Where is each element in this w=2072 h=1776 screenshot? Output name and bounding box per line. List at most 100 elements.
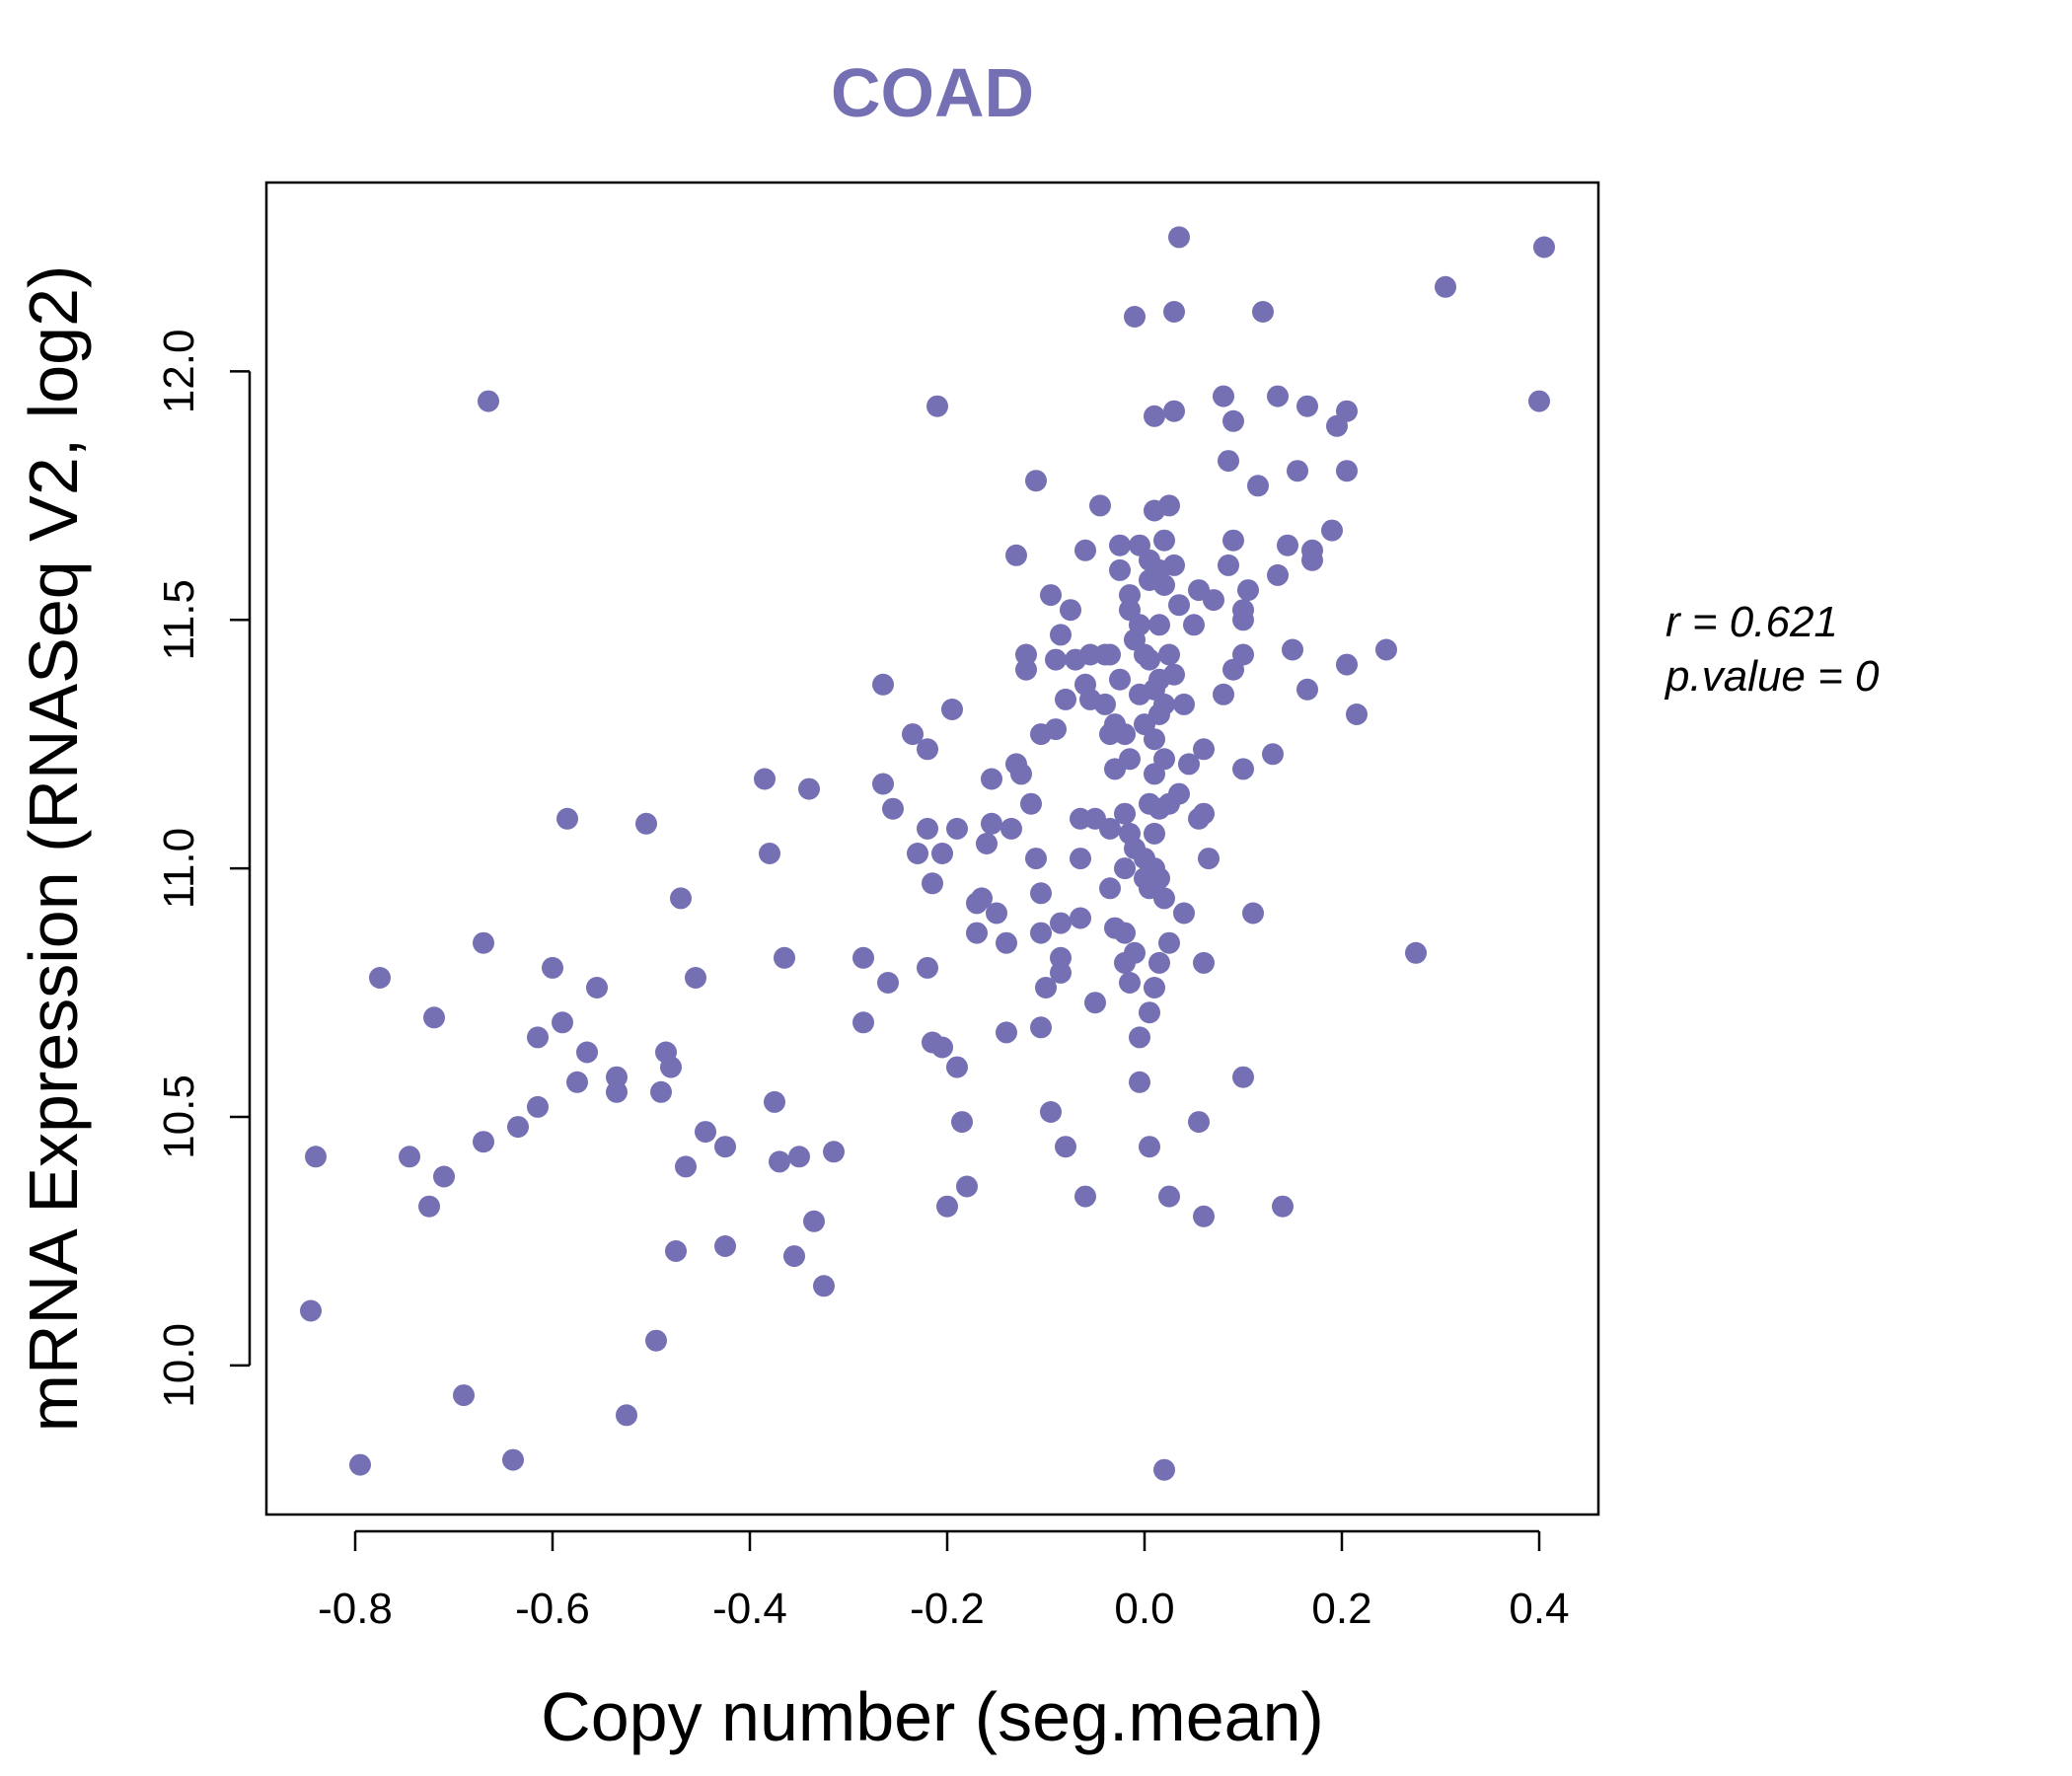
data-point xyxy=(1346,703,1368,725)
y-tick-label: 11.5 xyxy=(155,579,203,660)
chart-title: COAD xyxy=(831,54,1034,131)
data-point xyxy=(1252,301,1274,323)
x-axis-label: Copy number (seg.mean) xyxy=(541,1678,1324,1755)
data-point xyxy=(1247,475,1269,497)
data-point xyxy=(1168,782,1190,805)
data-point xyxy=(1242,902,1264,925)
data-point xyxy=(670,887,692,910)
data-point xyxy=(418,1195,440,1218)
data-point xyxy=(1336,460,1358,482)
data-point xyxy=(1040,584,1062,607)
data-point xyxy=(936,1195,958,1218)
data-point xyxy=(1129,1071,1150,1093)
data-point xyxy=(305,1146,327,1168)
data-point xyxy=(423,1006,445,1029)
data-point xyxy=(1168,226,1190,249)
data-point xyxy=(946,1056,968,1078)
data-point xyxy=(1050,624,1072,646)
data-point xyxy=(872,673,894,696)
data-point xyxy=(981,768,1002,790)
data-point xyxy=(399,1146,420,1168)
x-tick-label: -0.4 xyxy=(712,1585,787,1633)
data-point xyxy=(1045,718,1067,741)
data-point xyxy=(986,902,1007,925)
data-point xyxy=(1030,922,1052,944)
data-point xyxy=(1168,594,1190,617)
data-point xyxy=(1144,405,1165,427)
data-point xyxy=(1405,941,1427,964)
data-point xyxy=(1114,922,1136,944)
data-point xyxy=(1148,867,1170,890)
data-point xyxy=(1158,643,1180,666)
data-point xyxy=(660,1056,682,1078)
data-point xyxy=(1055,688,1076,710)
data-point xyxy=(774,946,795,969)
data-point xyxy=(300,1299,322,1322)
data-point xyxy=(650,1080,672,1103)
data-point xyxy=(1158,1185,1180,1208)
data-point xyxy=(1213,385,1234,407)
data-point xyxy=(685,967,706,989)
data-point xyxy=(813,1275,835,1297)
data-point xyxy=(552,1011,573,1034)
data-point xyxy=(1435,275,1456,298)
data-point xyxy=(1173,693,1195,715)
data-point xyxy=(1030,1016,1052,1039)
data-point xyxy=(872,773,894,795)
data-point xyxy=(1139,1136,1160,1158)
data-point xyxy=(1173,902,1195,925)
data-point xyxy=(1119,748,1141,771)
data-point xyxy=(1099,877,1121,900)
data-point xyxy=(1015,643,1037,666)
data-point xyxy=(1139,1001,1160,1024)
data-point xyxy=(981,812,1002,835)
data-point xyxy=(507,1116,529,1139)
x-tick-label: -0.6 xyxy=(515,1585,590,1633)
data-point xyxy=(478,390,499,412)
data-point xyxy=(1148,614,1170,636)
data-point xyxy=(1163,400,1185,422)
data-point xyxy=(764,1090,785,1113)
data-point xyxy=(1119,972,1141,994)
data-point xyxy=(1124,306,1146,328)
data-point xyxy=(1232,758,1254,780)
data-point xyxy=(1193,802,1215,825)
data-point xyxy=(349,1453,371,1476)
data-point xyxy=(1336,400,1358,422)
data-point xyxy=(976,833,998,854)
data-point xyxy=(941,699,963,720)
data-point xyxy=(616,1404,637,1427)
data-point xyxy=(1237,579,1259,602)
data-point xyxy=(951,1111,973,1134)
data-point xyxy=(1296,678,1318,701)
data-point xyxy=(877,972,899,994)
data-point xyxy=(1222,409,1244,432)
data-point xyxy=(917,738,938,761)
data-point xyxy=(882,797,904,820)
data-point xyxy=(1099,817,1121,840)
data-point xyxy=(1020,792,1042,815)
data-point xyxy=(1183,614,1205,636)
data-point xyxy=(1114,802,1136,825)
y-tick-label: 12.0 xyxy=(155,330,203,414)
data-point xyxy=(1188,1111,1210,1134)
data-point xyxy=(996,1021,1017,1044)
data-point xyxy=(1193,951,1215,974)
data-point xyxy=(966,922,988,944)
data-point xyxy=(1282,638,1303,661)
x-tick-label: -0.8 xyxy=(318,1585,393,1633)
data-point xyxy=(1163,554,1185,576)
data-point xyxy=(1163,663,1185,686)
data-point xyxy=(502,1448,524,1471)
data-point xyxy=(1050,961,1072,984)
data-point xyxy=(1099,643,1121,666)
data-point xyxy=(956,1175,978,1198)
data-point xyxy=(1158,931,1180,954)
data-point xyxy=(369,967,391,989)
data-point xyxy=(606,1066,628,1088)
data-point xyxy=(1148,951,1170,974)
data-point xyxy=(1321,519,1343,542)
data-point xyxy=(473,1131,494,1153)
data-point xyxy=(1163,301,1185,323)
data-point xyxy=(473,931,494,954)
